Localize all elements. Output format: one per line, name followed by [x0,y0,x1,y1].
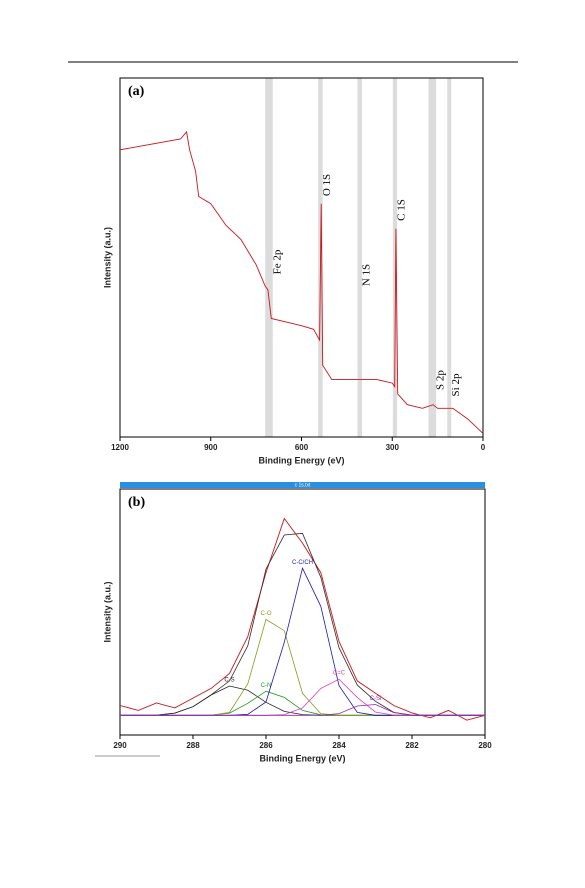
panel-title: (b) [128,495,145,510]
component-label: C-C/CH [292,560,313,566]
series-line [120,704,485,716]
peak-band [357,78,362,437]
series-line [120,685,485,716]
peak-annotation: O 1S [321,174,333,196]
x-tick-label: 600 [295,443,309,452]
component-label: C-N [261,683,272,689]
peak-annotation: C 1S [396,199,408,221]
series-line [119,517,486,721]
file-header: c 1s.txt [295,482,311,488]
component-label: C=C [333,671,346,677]
x-tick-label: 288 [186,741,200,750]
x-tick-label: 1200 [111,443,129,452]
series-line [119,130,484,434]
x-tick-label: 280 [478,741,492,750]
series-line [120,678,485,716]
plot-frame [119,488,486,736]
component-label: C-S [224,678,234,684]
peak-annotation: Si 2p [450,373,462,396]
peak-band [447,78,452,437]
peak-annotation: Fe 2p [271,249,283,274]
x-tick-label: 0 [481,443,486,452]
component-label: C-O [261,611,272,617]
x-tick-label: 282 [405,741,419,750]
x-axis-label: Binding Energy (eV) [258,455,344,465]
x-tick-label: 290 [113,741,127,750]
y-axis-label: Intensity (a.u.) [102,581,112,642]
panel-title: (a) [128,84,145,99]
x-tick-label: 300 [386,443,400,452]
peak-annotation: N 1S [361,264,373,286]
peak-band [392,78,398,437]
file-header-bar [120,482,485,488]
x-tick-label: 284 [332,741,346,750]
component-label: C-Si [370,696,382,702]
series-line [120,690,485,716]
x-axis-label: Binding Energy (eV) [259,753,345,763]
x-tick-label: 286 [259,741,273,750]
peak-band [265,78,273,437]
x-tick-label: 900 [204,443,218,452]
y-axis-label: Intensity (a.u.) [102,227,112,288]
peak-band [428,78,437,437]
series-line [120,618,485,716]
peak-annotation: S 2p [435,370,447,390]
